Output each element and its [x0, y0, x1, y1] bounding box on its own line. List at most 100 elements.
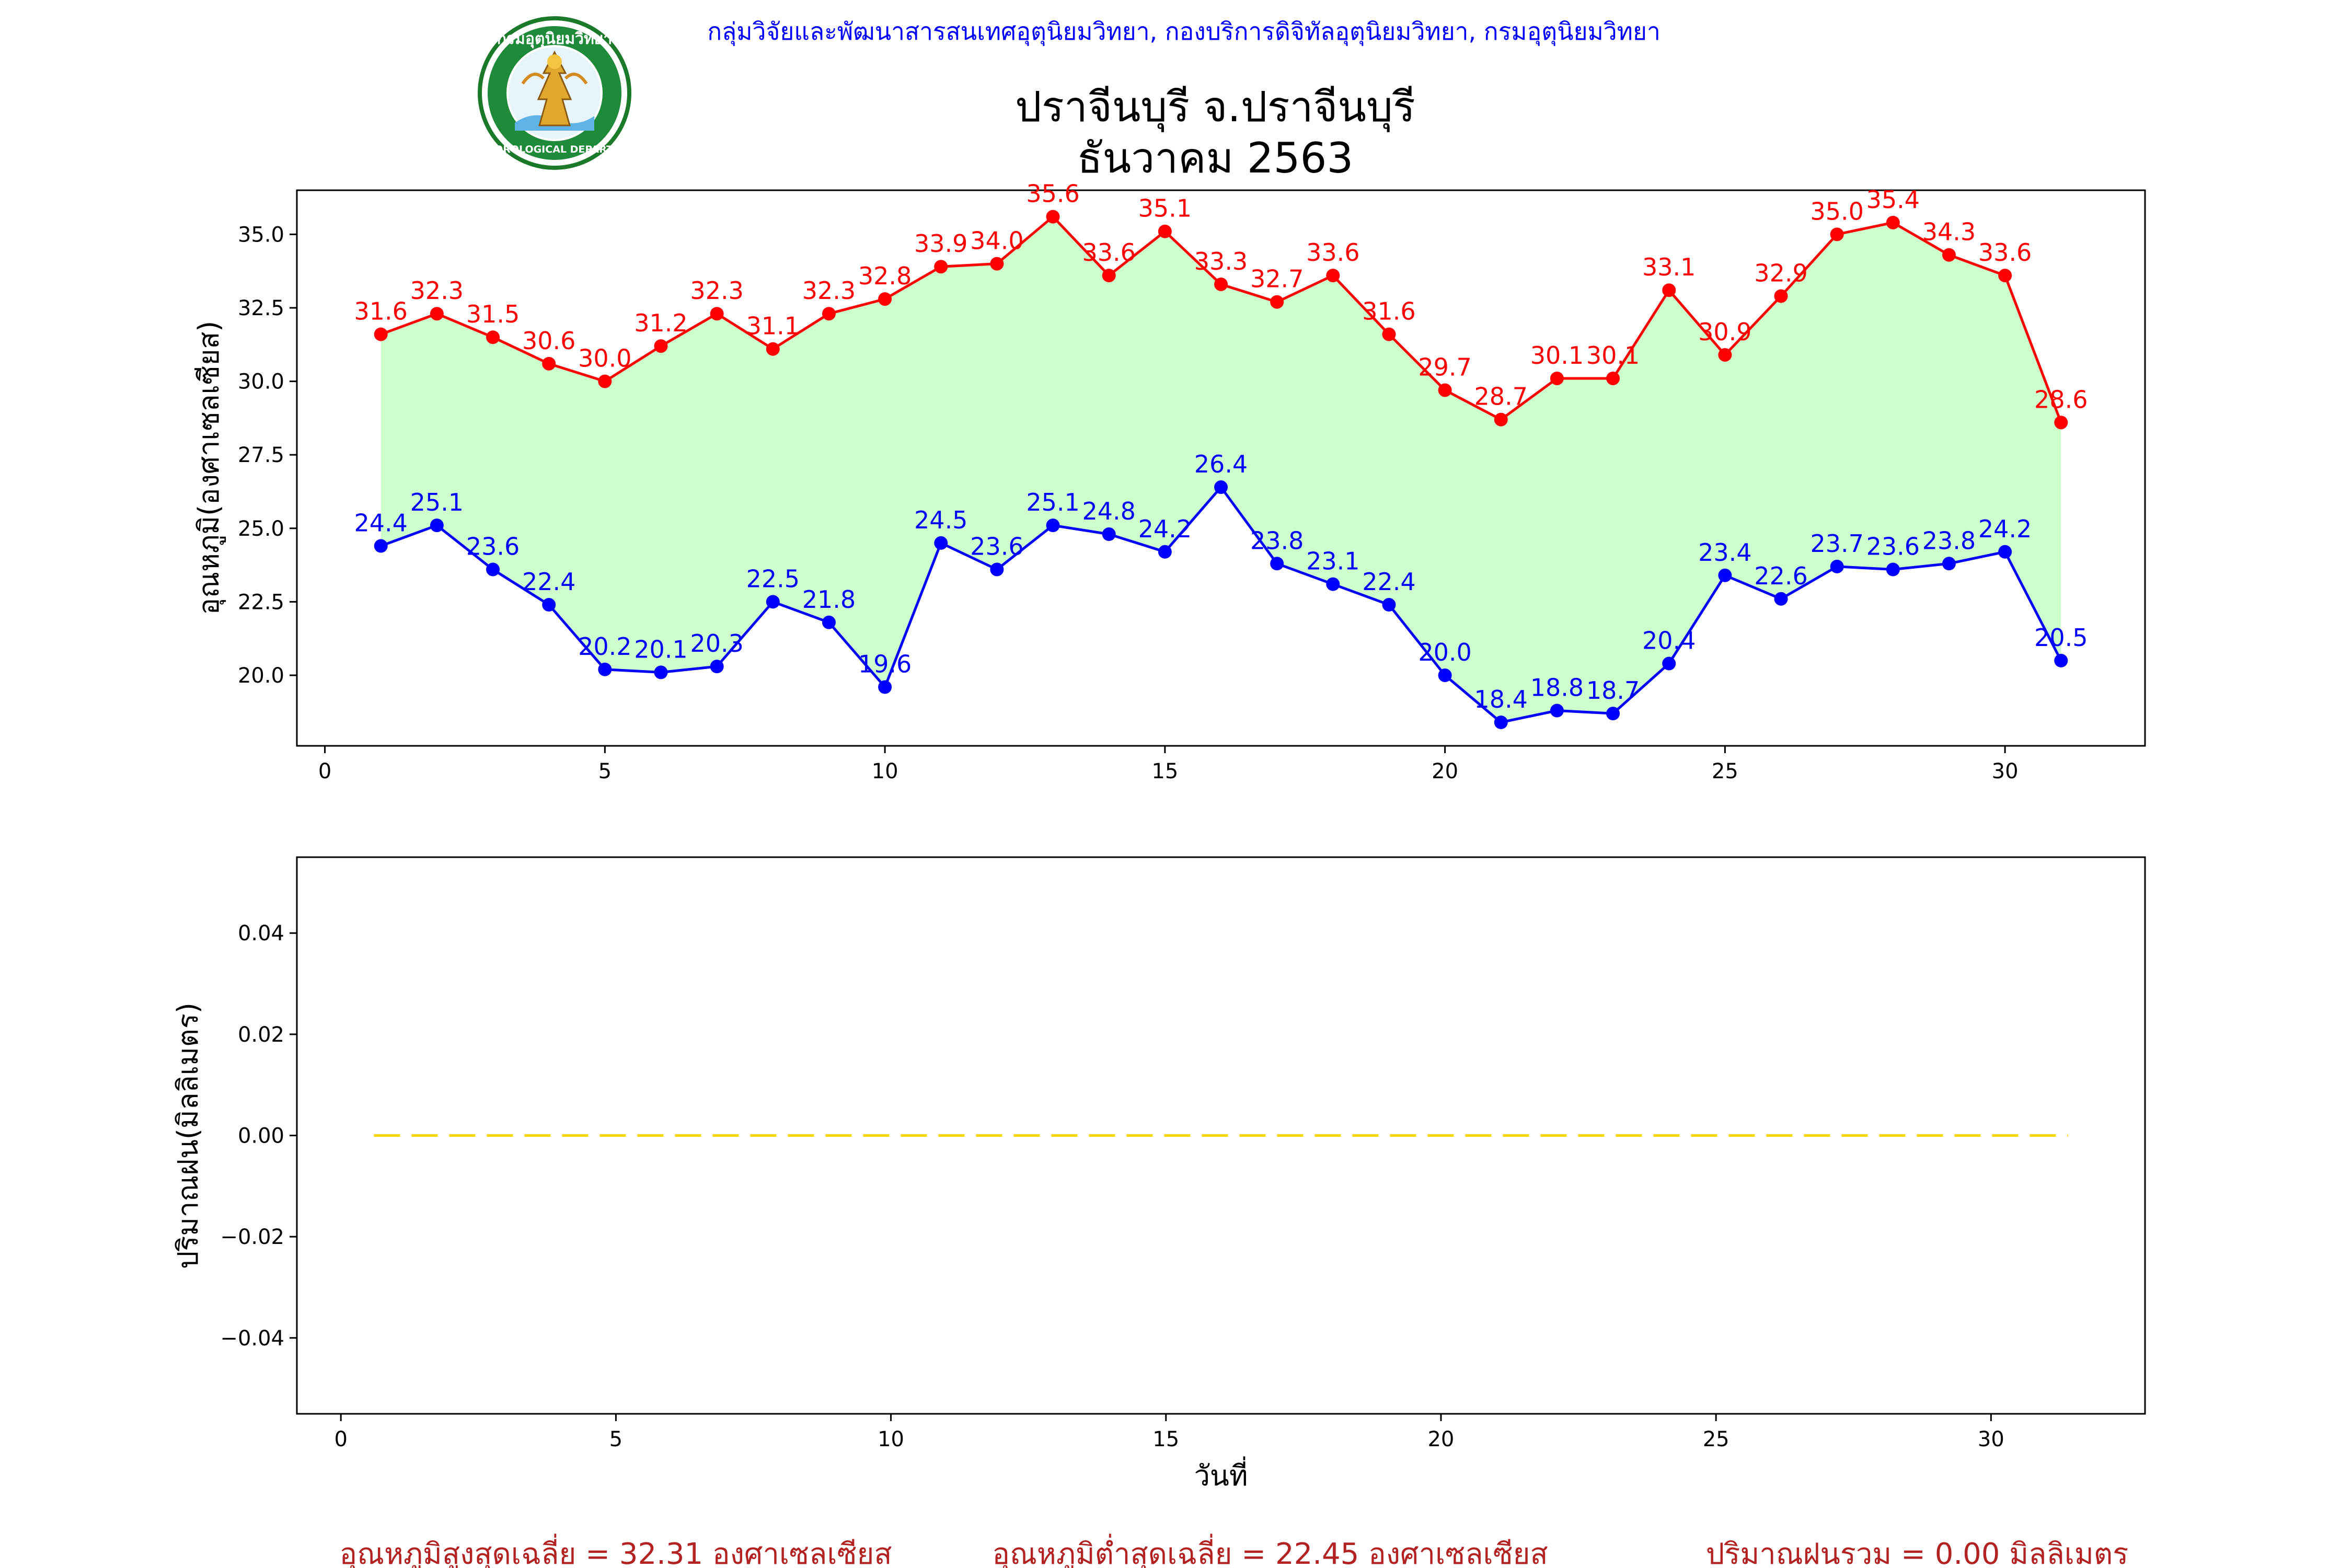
rainfall-y-tick-label: 0.04 — [238, 921, 284, 946]
min-temperature-point — [542, 598, 556, 612]
temperature-x-tick-label: 0 — [318, 759, 331, 783]
chart-title-line1: ปราจีนบุรี จ.ปราจีนบุรี — [1015, 83, 1415, 132]
min-temperature-point — [1662, 656, 1676, 671]
min-temperature-label: 22.6 — [1754, 562, 1807, 590]
temperature-range-fill — [381, 216, 2061, 723]
max-temperature-label: 32.3 — [802, 276, 856, 305]
min-temperature-label: 25.1 — [1026, 488, 1079, 516]
max-temperature-point — [486, 330, 500, 344]
max-temperature-labels: 31.632.331.530.630.031.232.331.132.332.8… — [354, 180, 2088, 414]
min-temperature-label: 24.8 — [1082, 497, 1135, 525]
rainfall-y-tick-label: −0.04 — [220, 1327, 284, 1351]
min-temperature-point — [1550, 704, 1564, 718]
min-temperature-labels: 24.425.123.622.420.2 20.1 20.322.521.819.6… — [354, 450, 2088, 713]
max-temperature-point — [430, 307, 444, 321]
min-temperature-label: 23.6 — [466, 533, 520, 561]
max-temperature-point — [1886, 215, 1900, 229]
max-temperature-label: 31.5 — [466, 300, 520, 328]
max-temperature-label: 35.6 — [1026, 180, 1079, 208]
min-temperature-label: 26.4 — [1194, 450, 1248, 478]
min-temperature-label: 21.8 — [802, 585, 856, 614]
min-temperature-label: 20.5 — [2034, 624, 2088, 652]
temperature-x-tick-label: 10 — [872, 759, 898, 783]
min-temperature-point — [1270, 557, 1284, 571]
max-temperature-label: 33.9 — [914, 229, 967, 258]
temperature-y-tick-label: 27.5 — [238, 443, 284, 467]
min-temperature-point — [1438, 668, 1452, 683]
max-temperature-point — [1774, 289, 1788, 303]
max-temperature-point — [1382, 327, 1396, 341]
max-temperature-label: 29.7 — [1418, 353, 1471, 381]
min-temperature-label: 18.7 — [1586, 676, 1640, 705]
rainfall-x-ticks: 0 5 10 15 20 25 30 — [334, 1414, 2004, 1451]
max-temperature-point — [1438, 383, 1452, 397]
min-temperature-label: 19.6 — [858, 650, 912, 678]
min-temperature-label: 23.8 — [1922, 526, 1976, 555]
total-rain-summary: ปริมาณฝนรวม = 0.00 มิลลิเมตร — [1706, 1537, 2129, 1568]
min-temperature-point — [1942, 557, 1956, 571]
max-temperature-label: 30.1 — [1530, 341, 1584, 370]
max-temperature-label: 31.6 — [1362, 297, 1415, 326]
max-temperature-label: 35.0 — [1810, 197, 1863, 225]
max-temperature-point — [1830, 227, 1844, 241]
meteorological-department-logo: กรมอุตุนิยมวิทยา METEOROLOGICAL DEPARTME… — [464, 16, 645, 170]
max-temperature-point — [822, 307, 836, 321]
min-temperature-point — [2054, 653, 2068, 667]
max-temperature-label: 34.0 — [970, 227, 1023, 255]
min-temperature-point — [1046, 518, 1060, 533]
rainfall-y-ticks: −0.04 −0.02 0.00 0.02 0.04 — [220, 921, 297, 1351]
min-temperature-label: 23.1 — [1306, 547, 1359, 575]
max-temperature-label: 31.1 — [746, 312, 800, 340]
min-temperature-label: 20.2 — [578, 632, 631, 661]
temperature-x-tick-label: 25 — [1712, 759, 1738, 783]
temperature-y-tick-label: 20.0 — [238, 664, 284, 688]
min-temperature-point — [654, 665, 668, 679]
logo-top-text: กรมอุตุนิยมวิทยา — [497, 30, 612, 49]
temperature-y-tick-label: 32.5 — [238, 296, 284, 320]
min-temperature-point — [430, 518, 444, 533]
max-temperature-label: 32.3 — [410, 276, 464, 305]
max-temperature-point — [934, 260, 948, 274]
rainfall-x-axis-label: วันที่ — [1194, 1456, 1248, 1492]
min-temperature-label: 23.6 — [1866, 533, 1920, 561]
min-temperature-point — [1998, 545, 2012, 559]
rainfall-x-tick-label: 10 — [878, 1427, 904, 1451]
rainfall-x-tick-label: 0 — [334, 1427, 347, 1451]
min-temperature-points — [374, 480, 2068, 730]
min-temperature-point — [1606, 707, 1620, 721]
min-temperature-point — [1382, 598, 1396, 612]
min-temperature-point — [1718, 568, 1732, 582]
max-temperature-label: 30.0 — [578, 344, 631, 373]
max-temperature-point — [1662, 283, 1676, 297]
rainfall-x-tick-label: 25 — [1703, 1427, 1730, 1451]
temperature-y-ticks: 20.0 22.5 25.0 27.5 30.0 32.5 35.0 — [238, 223, 297, 688]
max-temperature-point — [766, 342, 780, 356]
min-temperature-point — [766, 595, 780, 609]
temperature-y-tick-label: 30.0 — [238, 370, 284, 394]
max-temperature-label: 32.7 — [1250, 265, 1304, 293]
min-temperature-point — [1774, 592, 1788, 606]
rainfall-plot: 0 5 10 15 20 25 30 −0.04 −0.02 0.00 0.02 0.04 วันท… — [171, 856, 2146, 1492]
min-temperature-point — [710, 660, 724, 674]
min-temperature-label: 20.0 — [1418, 638, 1471, 666]
min-temperature-point — [374, 539, 388, 553]
max-temperature-label: 28.7 — [1474, 383, 1528, 411]
max-temperature-label: 33.6 — [1978, 238, 2032, 267]
max-temperature-point — [878, 292, 892, 306]
max-temperature-label: 32.8 — [858, 262, 912, 290]
min-temperature-point — [1214, 480, 1228, 494]
min-temperature-point — [1830, 559, 1844, 573]
min-temperature-label: 18.8 — [1530, 674, 1584, 702]
max-temperature-label: 33.6 — [1306, 238, 1359, 267]
temperature-y-tick-label: 22.5 — [238, 590, 284, 614]
min-temperature-label: 24.2 — [1138, 515, 1192, 543]
max-temperature-label: 31.6 — [354, 297, 408, 326]
avg-min-summary: อุณหภูมิต่ำสุดเฉลี่ย = 22.45 องศาเซลเซีย… — [992, 1534, 1548, 1568]
avg-max-summary: อุณหภูมิสูงสุดเฉลี่ย = 32.31 องศาเซลเซีย… — [339, 1534, 892, 1568]
max-temperature-points — [374, 210, 2068, 430]
max-temperature-label: 30.9 — [1698, 318, 1751, 346]
max-temperature-point — [1158, 224, 1172, 238]
max-temperature-point — [1998, 269, 2012, 283]
min-temperature-label: 22.4 — [522, 568, 575, 596]
min-temperature-point — [598, 662, 612, 676]
